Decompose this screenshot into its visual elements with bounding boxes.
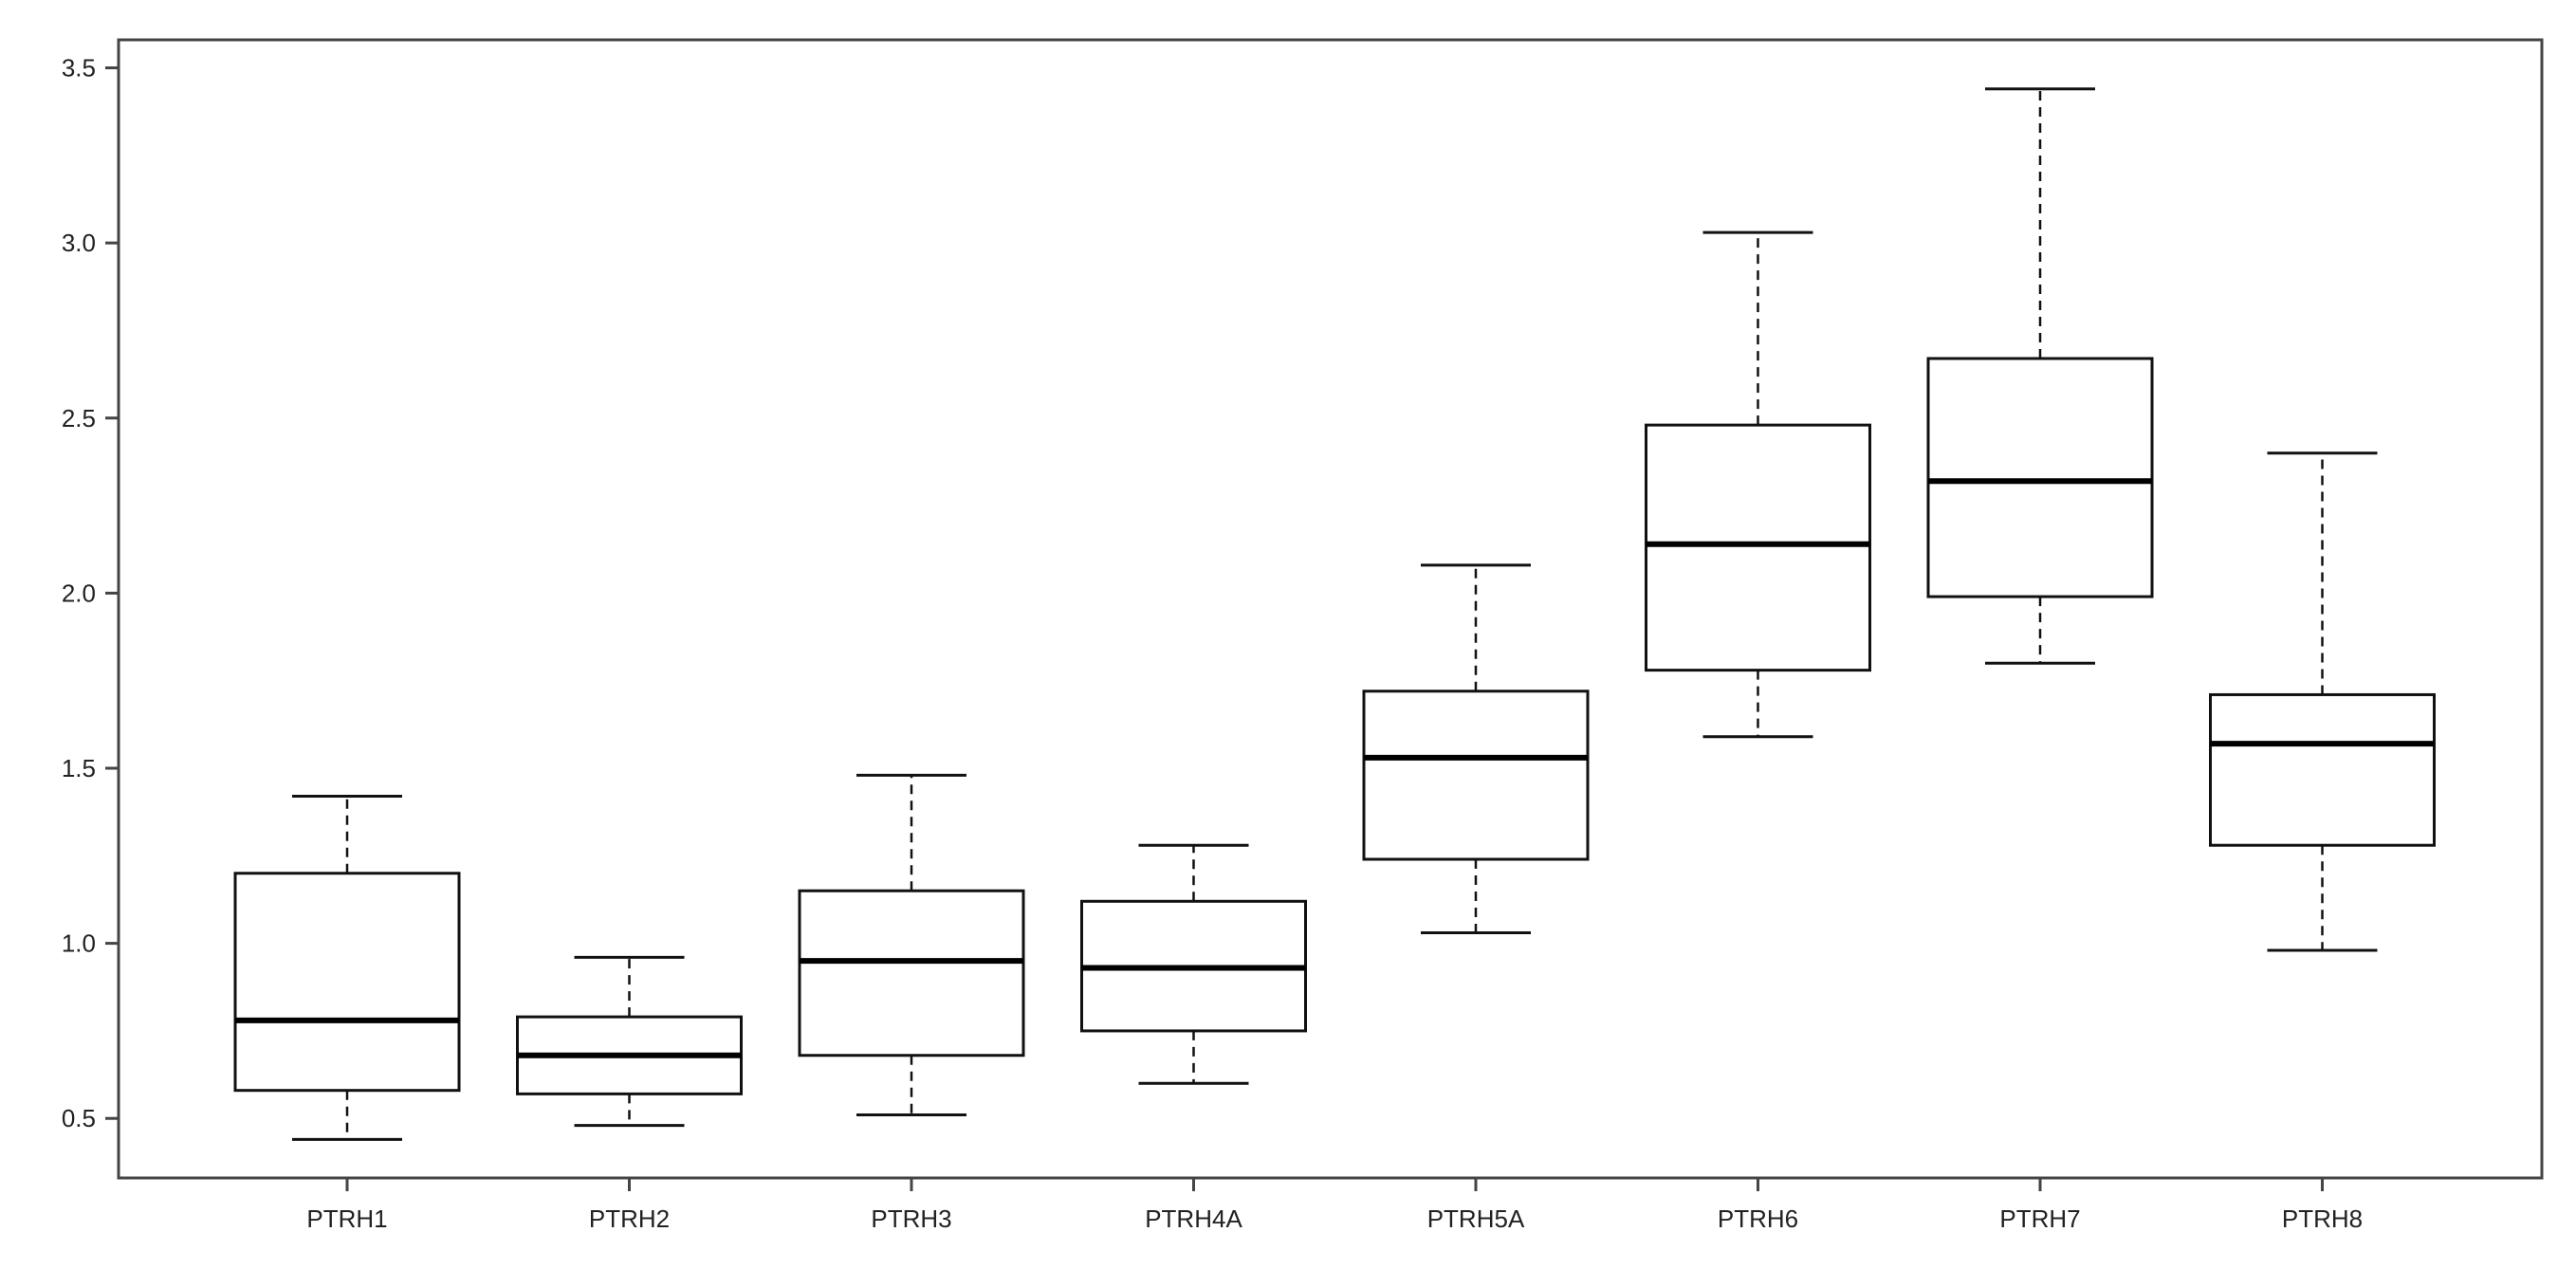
box-ptrh6 [1645,230,1871,739]
box-ptrh1 [233,795,461,1141]
x-category-label: PTRH1 [306,1205,387,1233]
box-ptrh7 [1926,87,2154,665]
plot-frame [117,38,2544,1180]
x-category-label: PTRH5A [1427,1205,1525,1233]
box-ptrh4a [1080,843,1307,1085]
iqr-box [233,872,461,1093]
y-tick-label: 2.0 [62,579,96,607]
x-axis: PTRH1 PTRH2 PTRH3 PTRH4A PTRH5A PTRH6 PTRH7 PTR… [306,1178,2363,1233]
x-category-label: PTRH2 [589,1205,670,1233]
iqr-box [1926,357,2154,598]
x-category-label: PTRH6 [1718,1205,1798,1233]
iqr-box [1362,690,1590,861]
y-axis: 0.5 1.0 1.5 2.0 2.5 3.0 3.5 [62,54,119,1132]
iqr-box [2209,692,2436,847]
y-tick-label: 1.5 [62,754,96,782]
box-ptrh8 [2209,451,2436,952]
box-ptrh2 [516,955,743,1128]
x-category-label: PTRH8 [2282,1205,2363,1233]
x-category-label: PTRH7 [1999,1205,2080,1233]
boxes-group [233,87,2436,1141]
x-category-label: PTRH4A [1145,1205,1242,1233]
y-tick-label: 0.5 [62,1104,96,1132]
x-category-label: PTRH3 [871,1205,951,1233]
y-tick-label: 2.5 [62,404,96,432]
iqr-box [798,889,1025,1058]
box-ptrh5a [1362,563,1590,935]
y-tick-label: 3.0 [62,229,96,257]
iqr-box [1645,423,1871,672]
box-ptrh3 [798,773,1025,1117]
y-tick-label: 1.0 [62,929,96,958]
y-tick-label: 3.5 [62,54,96,83]
